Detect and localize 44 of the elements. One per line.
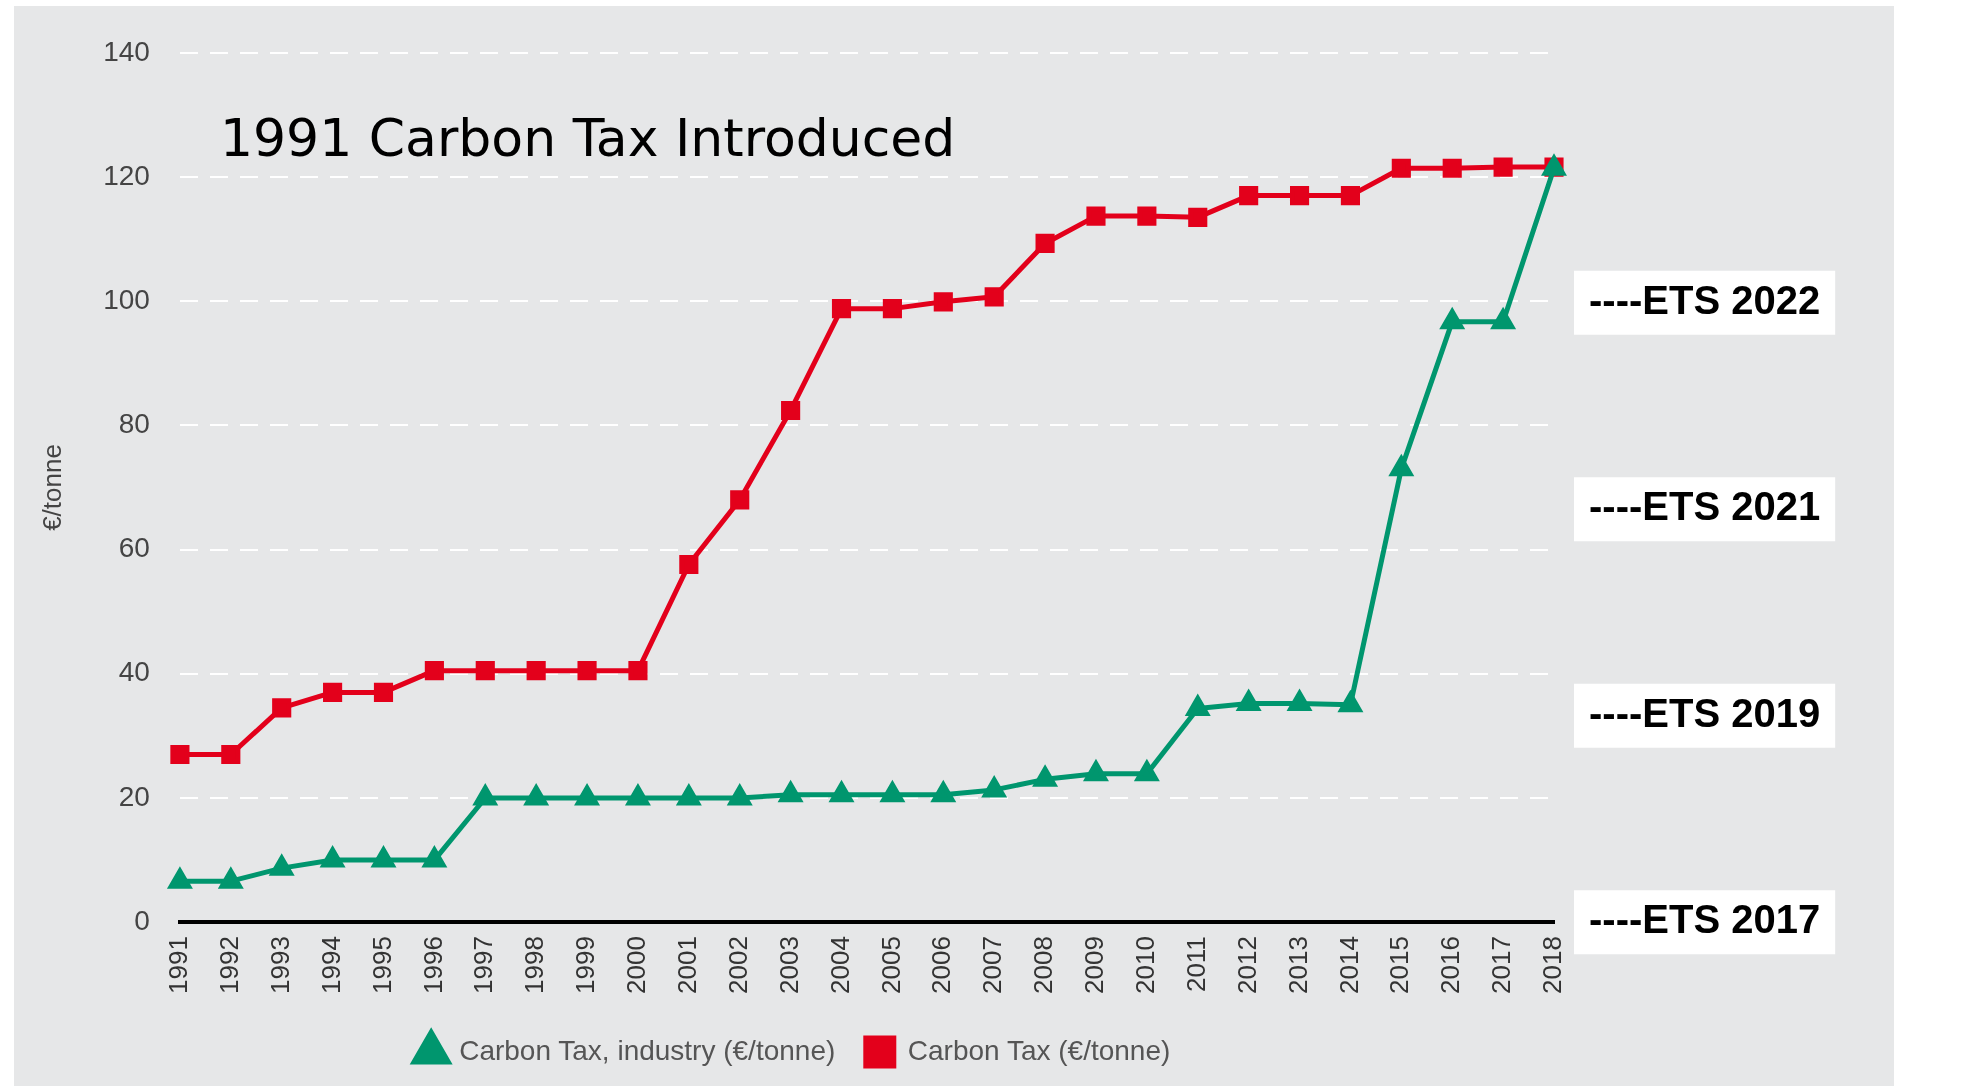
x-tick-label: 1993 xyxy=(264,936,295,994)
y-tick-label: 80 xyxy=(118,408,150,440)
x-tick-label: 2015 xyxy=(1384,936,1415,994)
text: ----ETS 2019 xyxy=(1589,690,1821,735)
legend-label: Carbon Tax, industry (€/tonne) xyxy=(459,1034,836,1066)
x-tick-label: 1995 xyxy=(366,936,397,994)
x-tick-label: 2016 xyxy=(1435,936,1466,994)
x-tick-label: 2018 xyxy=(1537,936,1568,994)
y-tick-label: 0 xyxy=(134,904,150,936)
x-tick-label: 1996 xyxy=(417,936,448,994)
x-tick-label: 2012 xyxy=(1231,936,1262,994)
x-tick-label: 2014 xyxy=(1333,936,1364,994)
y-tick-label: 140 xyxy=(103,35,150,67)
x-tick-label: 2005 xyxy=(875,936,906,994)
y-tick-label: 120 xyxy=(103,159,150,191)
x-tick-label: 2002 xyxy=(722,936,753,994)
x-tick-label: 1999 xyxy=(570,936,601,994)
legend-label: Carbon Tax (€/tonne) xyxy=(907,1034,1171,1066)
x-tick-label: 2008 xyxy=(1028,936,1059,994)
x-tick-label: 2004 xyxy=(824,936,855,994)
x-tick-label: 2006 xyxy=(926,936,957,994)
x-tick-label: 1997 xyxy=(468,936,499,994)
y-tick-label: 60 xyxy=(118,532,150,564)
x-tick-label: 2001 xyxy=(672,936,703,994)
x-tick-label: 2011 xyxy=(1180,936,1211,993)
text: ----ETS 2021 xyxy=(1589,484,1821,529)
y-tick-label: 100 xyxy=(103,283,150,315)
x-tick-label: 2003 xyxy=(773,936,804,994)
x-tick-label: 1991 xyxy=(163,936,194,994)
x-tick-label: 1992 xyxy=(213,936,244,994)
text: 1991 Carbon Tax Introduced xyxy=(219,108,956,169)
y-axis-title: €/tonne xyxy=(36,444,67,531)
x-tick-label: 2009 xyxy=(1079,936,1110,994)
x-tick-label: 2007 xyxy=(977,936,1008,994)
x-tick-label: 2017 xyxy=(1486,936,1517,994)
x-tick-label: 2010 xyxy=(1130,936,1161,994)
y-tick-label: 20 xyxy=(118,780,150,812)
x-tick-label: 1998 xyxy=(519,936,550,994)
text: ----ETS 2017 xyxy=(1589,897,1821,942)
y-tick-label: 40 xyxy=(118,656,150,688)
x-tick-label: 2013 xyxy=(1282,936,1313,994)
x-tick-label: 1994 xyxy=(315,936,346,994)
x-tick-label: 2000 xyxy=(621,936,652,994)
text: ----ETS 2022 xyxy=(1589,277,1821,322)
